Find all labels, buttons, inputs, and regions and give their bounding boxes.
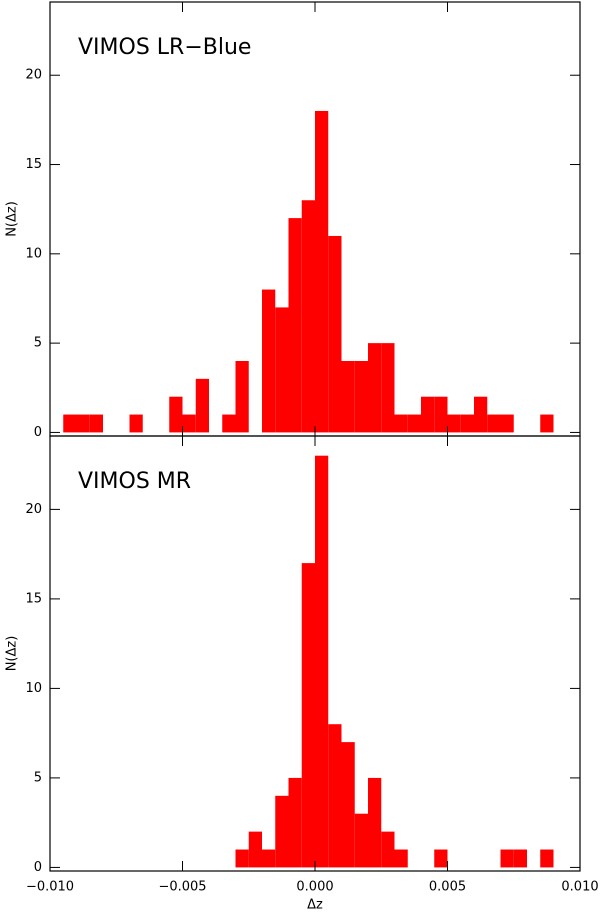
bar xyxy=(235,360,249,433)
bar xyxy=(487,414,501,433)
bar xyxy=(368,777,382,868)
bar xyxy=(500,849,514,868)
bar xyxy=(540,849,554,868)
bar xyxy=(301,200,315,433)
bar xyxy=(169,396,183,433)
y-tick-label: 10 xyxy=(25,681,42,696)
y-tick-label: 20 xyxy=(25,68,42,83)
bar xyxy=(381,831,395,868)
bar xyxy=(434,396,448,433)
bar xyxy=(288,218,302,433)
bar xyxy=(460,414,474,433)
bar xyxy=(222,414,236,433)
bar xyxy=(500,414,514,433)
y-tick-label: 15 xyxy=(25,157,42,172)
x-tick-label: 0.005 xyxy=(429,880,466,895)
annotation: VIMOS LR−Blue xyxy=(78,35,251,60)
y-axis-title: N(Δz) xyxy=(5,636,20,672)
bar xyxy=(248,831,262,868)
y-tick-label: 15 xyxy=(25,591,42,606)
bar xyxy=(235,849,249,868)
bar xyxy=(182,414,196,433)
x-tick-label: −0.010 xyxy=(26,880,74,895)
bar xyxy=(354,813,368,868)
bar xyxy=(381,343,395,433)
bar xyxy=(315,455,329,868)
y-tick-label: 5 xyxy=(34,770,42,785)
x-tick-label: −0.005 xyxy=(158,880,206,895)
bar xyxy=(474,396,488,433)
x-axis-title: Δz xyxy=(307,898,323,913)
y-tick-label: 0 xyxy=(34,425,42,440)
bar xyxy=(513,849,527,868)
bar xyxy=(447,414,461,433)
bar xyxy=(275,795,289,868)
bar xyxy=(275,307,289,433)
bar xyxy=(434,849,448,868)
bar xyxy=(63,414,77,433)
bar xyxy=(315,110,329,433)
bar xyxy=(394,414,408,433)
bar xyxy=(328,235,342,433)
bar xyxy=(341,742,355,868)
bar xyxy=(341,360,355,433)
bar xyxy=(354,360,368,433)
bar xyxy=(195,378,209,433)
x-tick-label: 0.000 xyxy=(296,880,333,895)
bar xyxy=(540,414,554,433)
bar xyxy=(129,414,143,433)
y-axis-title: N(Δz) xyxy=(5,201,20,237)
bar xyxy=(288,777,302,868)
bar xyxy=(76,414,90,433)
y-tick-label: 5 xyxy=(34,336,42,351)
bar xyxy=(421,396,435,433)
y-tick-label: 0 xyxy=(34,860,42,875)
bar xyxy=(368,343,382,433)
bar xyxy=(262,849,276,868)
bar xyxy=(89,414,103,433)
bar xyxy=(328,724,342,868)
y-tick-label: 20 xyxy=(25,502,42,517)
y-tick-label: 10 xyxy=(25,246,42,261)
x-tick-label: 0.010 xyxy=(561,880,598,895)
annotation: VIMOS MR xyxy=(78,469,191,494)
bar xyxy=(301,563,315,868)
bar xyxy=(394,849,408,868)
bar xyxy=(262,289,276,433)
bar xyxy=(407,414,421,433)
